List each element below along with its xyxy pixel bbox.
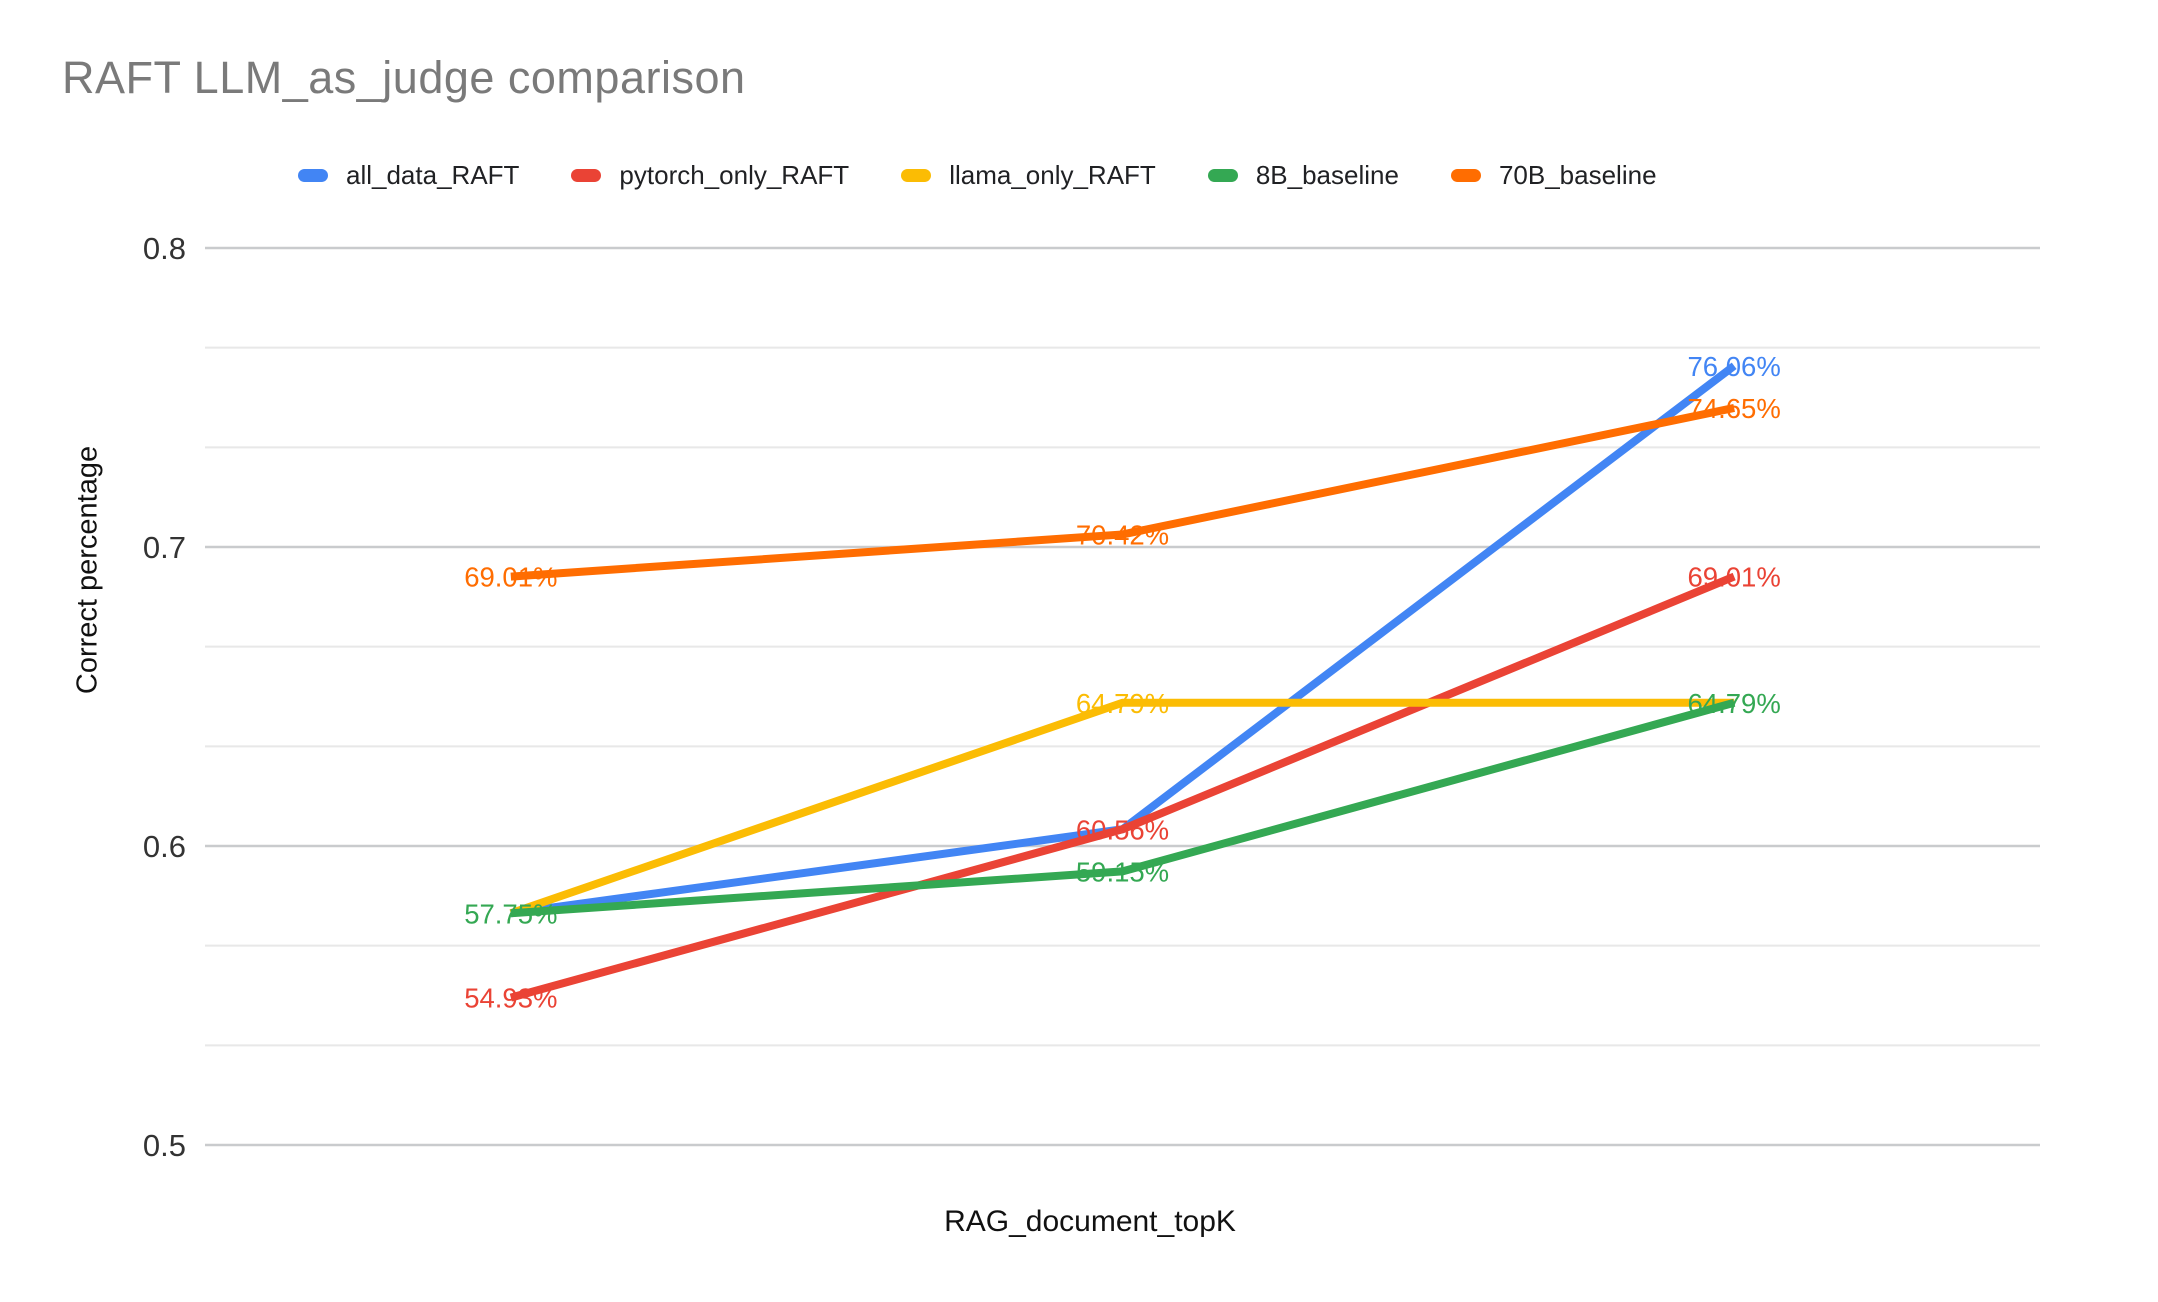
data-label-pytorch_only_RAFT: 60.56%	[1076, 814, 1169, 845]
legend-label: 8B_baseline	[1255, 159, 1399, 190]
legend-swatch	[1207, 168, 1238, 182]
legend: all_data_RAFT pytorch_only_RAFT llama_only…	[298, 156, 1657, 194]
data-label-all_data_RAFT: 76.06%	[1688, 351, 1781, 382]
legend-swatch	[571, 168, 602, 182]
legend-item-8B_baseline[interactable]: 8B_baseline	[1207, 159, 1399, 191]
legend-swatch	[1450, 168, 1481, 182]
series-line-llama_only_RAFT[interactable]	[509, 698, 1735, 918]
y-tick-label: 0.6	[143, 829, 186, 864]
data-label-llama_only_RAFT: 64.79%	[1076, 688, 1169, 719]
legend-item-llama_only_RAFT[interactable]: llama_only_RAFT	[901, 160, 1156, 191]
legend-item-all_data_RAFT[interactable]: all_data_RAFT	[298, 160, 519, 191]
data-label-8B_baseline: 57.75%	[464, 898, 557, 929]
data-label-8B_baseline: 59.15%	[1076, 856, 1169, 887]
series-line-pytorch_only_RAFT[interactable]	[509, 572, 1736, 1002]
data-label-pytorch_only_RAFT: 69.01%	[1688, 562, 1781, 593]
y-tick-label: 0.5	[143, 1128, 186, 1163]
legend-swatch	[901, 168, 932, 182]
legend-label: 70B_baseline	[1498, 159, 1657, 190]
data-label-70B_baseline: 69.01%	[464, 562, 557, 593]
series-line-70B_baseline[interactable]	[510, 404, 1735, 581]
legend-item-pytorch_only_RAFT[interactable]: pytorch_only_RAFT	[571, 160, 849, 191]
data-label-pytorch_only_RAFT: 54.93%	[464, 983, 557, 1014]
legend-swatch	[298, 168, 328, 182]
data-label-70B_baseline: 70.42%	[1076, 519, 1169, 550]
data-label-8B_baseline: 64.79%	[1688, 688, 1781, 719]
series-line-8B_baseline[interactable]	[510, 698, 1736, 918]
legend-label: pytorch_only_RAFT	[619, 159, 850, 190]
y-tick-label: 0.7	[143, 530, 186, 565]
y-tick-label: 0.8	[143, 231, 186, 266]
legend-label: llama_only_RAFT	[949, 159, 1156, 190]
legend-item-70B_baseline[interactable]: 70B_baseline	[1450, 159, 1657, 191]
data-label-70B_baseline: 74.65%	[1688, 393, 1781, 424]
legend-label: all_data_RAFT	[346, 159, 520, 190]
x-axis-title: RAG_document_topK	[944, 1205, 1236, 1238]
chart-title: RAFT LLM_as_judge comparison	[62, 52, 746, 103]
